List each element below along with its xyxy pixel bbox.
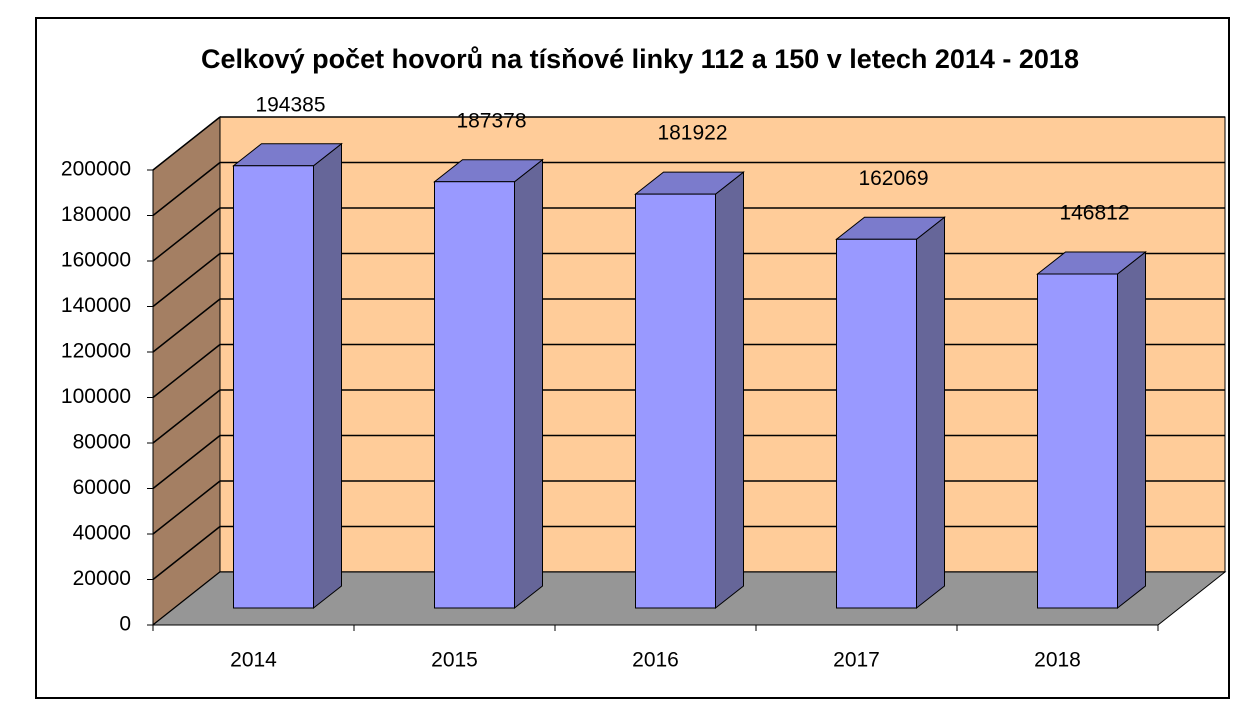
bar xyxy=(434,181,515,609)
y-tick-label: 0 xyxy=(119,613,131,636)
x-tick-label: 2014 xyxy=(230,649,277,672)
x-tick-label: 2016 xyxy=(632,649,679,672)
bar-side xyxy=(916,216,945,610)
grid-line xyxy=(152,389,221,444)
grid-line xyxy=(152,480,221,535)
y-tick-label: 20000 xyxy=(73,567,131,590)
bar xyxy=(233,165,314,609)
bar xyxy=(836,238,917,609)
value-label: 187378 xyxy=(456,109,526,132)
y-tick-label: 140000 xyxy=(61,294,131,317)
bar xyxy=(1037,273,1118,609)
value-label: 162069 xyxy=(858,167,928,190)
grid-line xyxy=(152,252,221,308)
y-tick-label: 40000 xyxy=(73,522,131,545)
grid-line xyxy=(152,525,221,581)
y-tick-label: 80000 xyxy=(73,431,131,454)
x-tick-label: 2018 xyxy=(1034,649,1081,672)
bar-side xyxy=(313,142,342,610)
bar xyxy=(635,193,716,609)
grid-line xyxy=(152,161,221,217)
y-tick-label: 120000 xyxy=(61,340,131,363)
chart-title: Celkový počet hovorů na tísňové linky 11… xyxy=(201,44,1079,74)
y-tick-label: 60000 xyxy=(73,476,131,499)
grid-line xyxy=(152,434,221,490)
value-label: 181922 xyxy=(657,122,727,145)
grid-line xyxy=(152,116,221,171)
y-tick-label: 100000 xyxy=(61,385,131,408)
bar-side xyxy=(715,171,744,610)
bar-side xyxy=(1117,250,1146,610)
x-tick-label: 2017 xyxy=(833,649,880,672)
y-tick-label: 200000 xyxy=(61,158,131,181)
grid-line xyxy=(152,343,221,399)
value-label: 146812 xyxy=(1059,202,1129,225)
y-tick-label: 160000 xyxy=(61,249,131,272)
grid-line xyxy=(152,207,221,262)
bar-side xyxy=(514,158,543,610)
y-tick-label: 180000 xyxy=(61,203,131,226)
value-label: 194385 xyxy=(255,93,325,116)
grid-line xyxy=(152,298,221,353)
x-tick-label: 2015 xyxy=(431,649,478,672)
